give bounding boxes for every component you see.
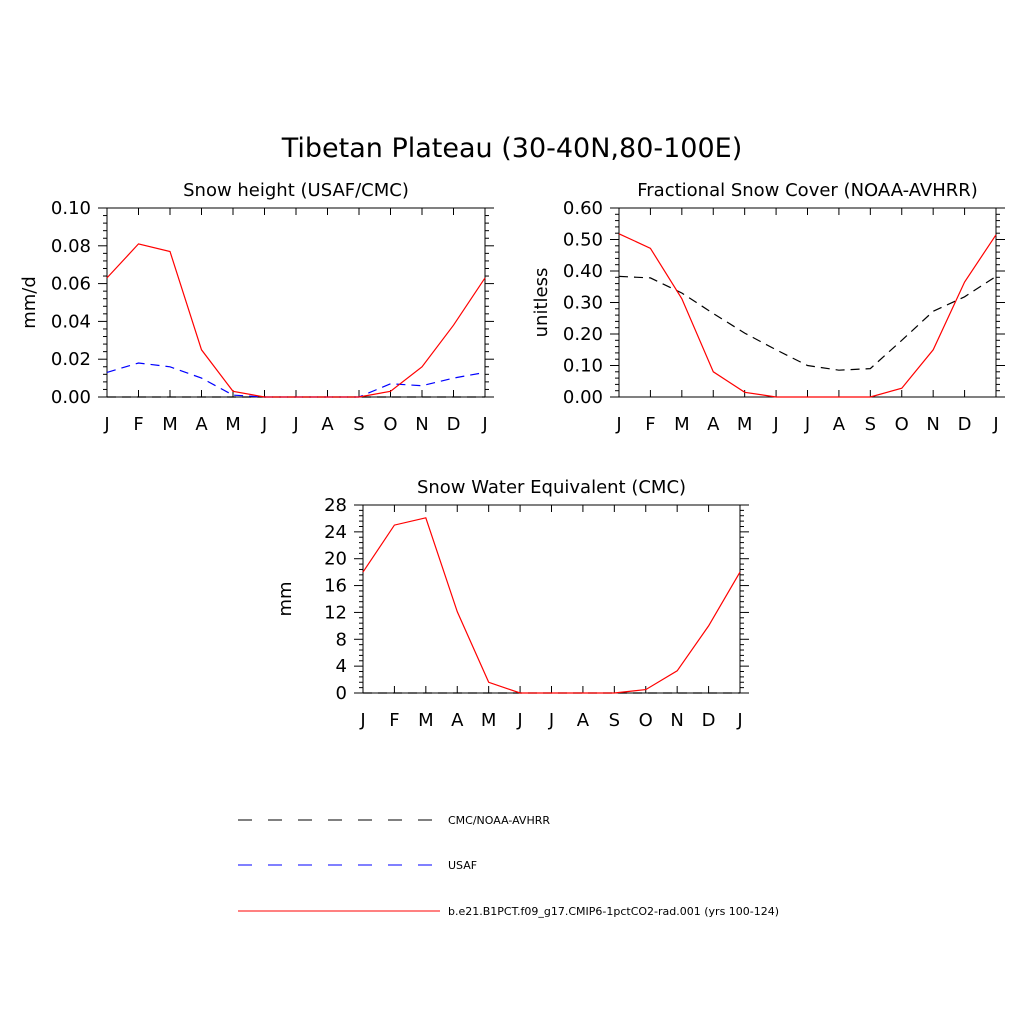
y-tick-label: 0.10 — [51, 198, 91, 219]
x-tick-label: M — [481, 710, 497, 731]
x-tick-label: A — [451, 710, 464, 731]
x-tick-label: A — [833, 414, 846, 435]
legend-item: b.e21.B1PCT.f09_g17.CMIP6-1pctCO2-rad.00… — [238, 905, 779, 918]
x-tick-label: A — [707, 414, 720, 435]
x-tick-label: J — [804, 414, 810, 435]
y-axis-label: mm/d — [19, 276, 40, 329]
y-tick-label: 0.04 — [51, 311, 91, 332]
x-tick-label: M — [674, 414, 690, 435]
legend-item: CMC/NOAA-AVHRR — [238, 814, 550, 827]
x-tick-label: J — [481, 414, 487, 435]
y-tick-label: 4 — [336, 656, 347, 677]
x-tick-label: M — [162, 414, 178, 435]
x-tick-label: S — [609, 710, 620, 731]
y-tick-label: 0.00 — [563, 387, 603, 408]
y-tick-label: 0.40 — [563, 261, 603, 282]
y-axis-label: unitless — [531, 268, 552, 338]
x-tick-label: S — [865, 414, 876, 435]
x-tick-label: N — [670, 710, 683, 731]
x-tick-label: D — [447, 414, 461, 435]
y-tick-label: 12 — [324, 602, 347, 623]
legend-label: b.e21.B1PCT.f09_g17.CMIP6-1pctCO2-rad.00… — [448, 905, 779, 918]
x-tick-label: N — [415, 414, 428, 435]
panel-title: Fractional Snow Cover (NOAA-AVHRR) — [637, 180, 978, 201]
x-tick-label: S — [353, 414, 364, 435]
x-tick-label: O — [895, 414, 909, 435]
y-tick-label: 0.20 — [563, 324, 603, 345]
x-tick-label: J — [292, 414, 298, 435]
y-tick-label: 0.30 — [563, 293, 603, 314]
y-tick-label: 0.60 — [563, 198, 603, 219]
plot-frame — [618, 207, 997, 398]
panel-1: Snow height (USAF/CMC)mm/dJ F M A M J J A S O N D J0… — [19, 180, 494, 435]
y-tick-label: 24 — [324, 522, 347, 543]
y-tick-label: 0.02 — [51, 349, 91, 370]
x-tick-label: J — [615, 414, 621, 435]
figure-title: Tibetan Plateau (30-40N,80-100E) — [281, 133, 743, 164]
x-tick-label: J — [103, 414, 109, 435]
y-tick-label: 16 — [324, 576, 347, 597]
x-tick-label: A — [577, 710, 590, 731]
series-line — [106, 243, 486, 398]
y-tick-label: 0.10 — [563, 356, 603, 377]
panel-3: Snow Water Equivalent (CMC)mmJ F M A M J J A S O N… — [275, 477, 749, 731]
y-tick-label: 8 — [336, 629, 347, 650]
x-tick-label: O — [639, 710, 653, 731]
x-tick-label: J — [992, 414, 998, 435]
x-tick-label: D — [702, 710, 716, 731]
y-tick-label: 0.00 — [51, 387, 91, 408]
x-tick-label: O — [383, 414, 397, 435]
x-tick-label: J — [736, 710, 742, 731]
x-tick-label: J — [261, 414, 267, 435]
panel-title: Snow height (USAF/CMC) — [183, 180, 409, 201]
series-line — [362, 517, 741, 694]
legend-label: CMC/NOAA-AVHRR — [448, 814, 550, 827]
legend: CMC/NOAA-AVHRR USAF b.e21.B1PCT.f09_g17.CM… — [238, 814, 779, 918]
plot-frame — [362, 504, 741, 694]
panels: Snow height (USAF/CMC)mm/dJ F M A M J J A S O N D J0… — [19, 180, 1005, 731]
x-tick-label: J — [516, 710, 522, 731]
y-tick-label: 20 — [324, 549, 347, 570]
x-tick-label: M — [418, 710, 434, 731]
x-tick-label: F — [645, 414, 655, 435]
series-line — [618, 233, 997, 398]
x-tick-label: N — [926, 414, 939, 435]
x-tick-label: F — [389, 710, 399, 731]
series-line — [618, 275, 997, 371]
legend-label: USAF — [448, 859, 477, 872]
x-tick-label: J — [359, 710, 365, 731]
y-tick-label: 0 — [336, 683, 347, 704]
x-tick-label: A — [195, 414, 208, 435]
y-tick-label: 0.08 — [51, 236, 91, 257]
y-axis-label: mm — [275, 581, 296, 616]
x-tick-label: M — [225, 414, 241, 435]
x-tick-label: J — [772, 414, 778, 435]
y-tick-label: 0.06 — [51, 274, 91, 295]
x-tick-label: M — [737, 414, 753, 435]
x-tick-label: A — [321, 414, 334, 435]
y-tick-label: 28 — [324, 495, 347, 516]
panel-title: Snow Water Equivalent (CMC) — [417, 477, 686, 498]
panel-2: Fractional Snow Cover (NOAA-AVHRR) unitle… — [531, 180, 1005, 435]
x-tick-label: D — [958, 414, 972, 435]
x-tick-label: F — [133, 414, 143, 435]
plot-frame — [106, 207, 486, 398]
y-tick-label: 0.50 — [563, 230, 603, 251]
x-tick-label: J — [548, 710, 554, 731]
legend-item: USAF — [238, 859, 477, 872]
